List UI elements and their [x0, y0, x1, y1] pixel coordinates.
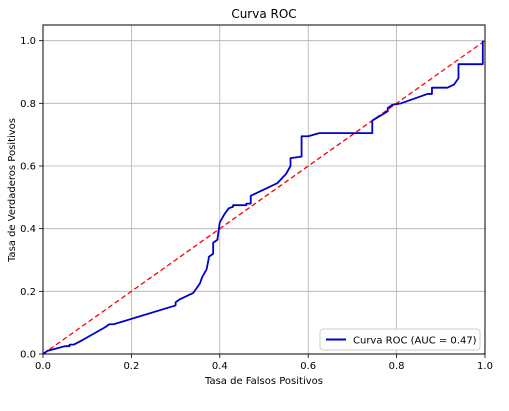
y-tick-label: 0.6	[20, 162, 36, 173]
y-tick-label: 1.0	[20, 36, 36, 47]
x-tick-label: 0.4	[212, 361, 228, 372]
x-axis-title: Tasa de Falsos Positivos	[204, 376, 323, 387]
series-layer	[42, 40, 486, 355]
y-tick-label: 0.2	[20, 287, 36, 298]
plot-frame	[42, 24, 486, 355]
legend-box	[319, 328, 481, 351]
roc-curve-line	[42, 40, 484, 355]
x-tick-label: 0.0	[35, 361, 51, 372]
axis-ticks: 0.0 0.2 0.4 0.6 0.8 1.0 0.0 0.2 0.4 0.6 0.8 1.0	[20, 36, 493, 372]
random-classifier-line	[42, 40, 486, 355]
chart-title: Curva ROC	[231, 7, 296, 21]
x-tick-label: 1.0	[477, 361, 493, 372]
x-tick-label: 0.6	[300, 361, 316, 372]
y-axis-title: Tasa de Verdaderos Positivos	[7, 118, 18, 263]
legend-label-roc: Curva ROC (AUC = 0.47)	[353, 336, 477, 347]
y-tick-label: 0.8	[20, 99, 36, 110]
legend: Curva ROC (AUC = 0.47)	[319, 328, 481, 351]
y-tick-label: 0.4	[20, 224, 36, 235]
y-tick-label: 0.0	[20, 350, 36, 361]
x-tick-label: 0.8	[389, 361, 405, 372]
x-tick-label: 0.2	[123, 361, 139, 372]
